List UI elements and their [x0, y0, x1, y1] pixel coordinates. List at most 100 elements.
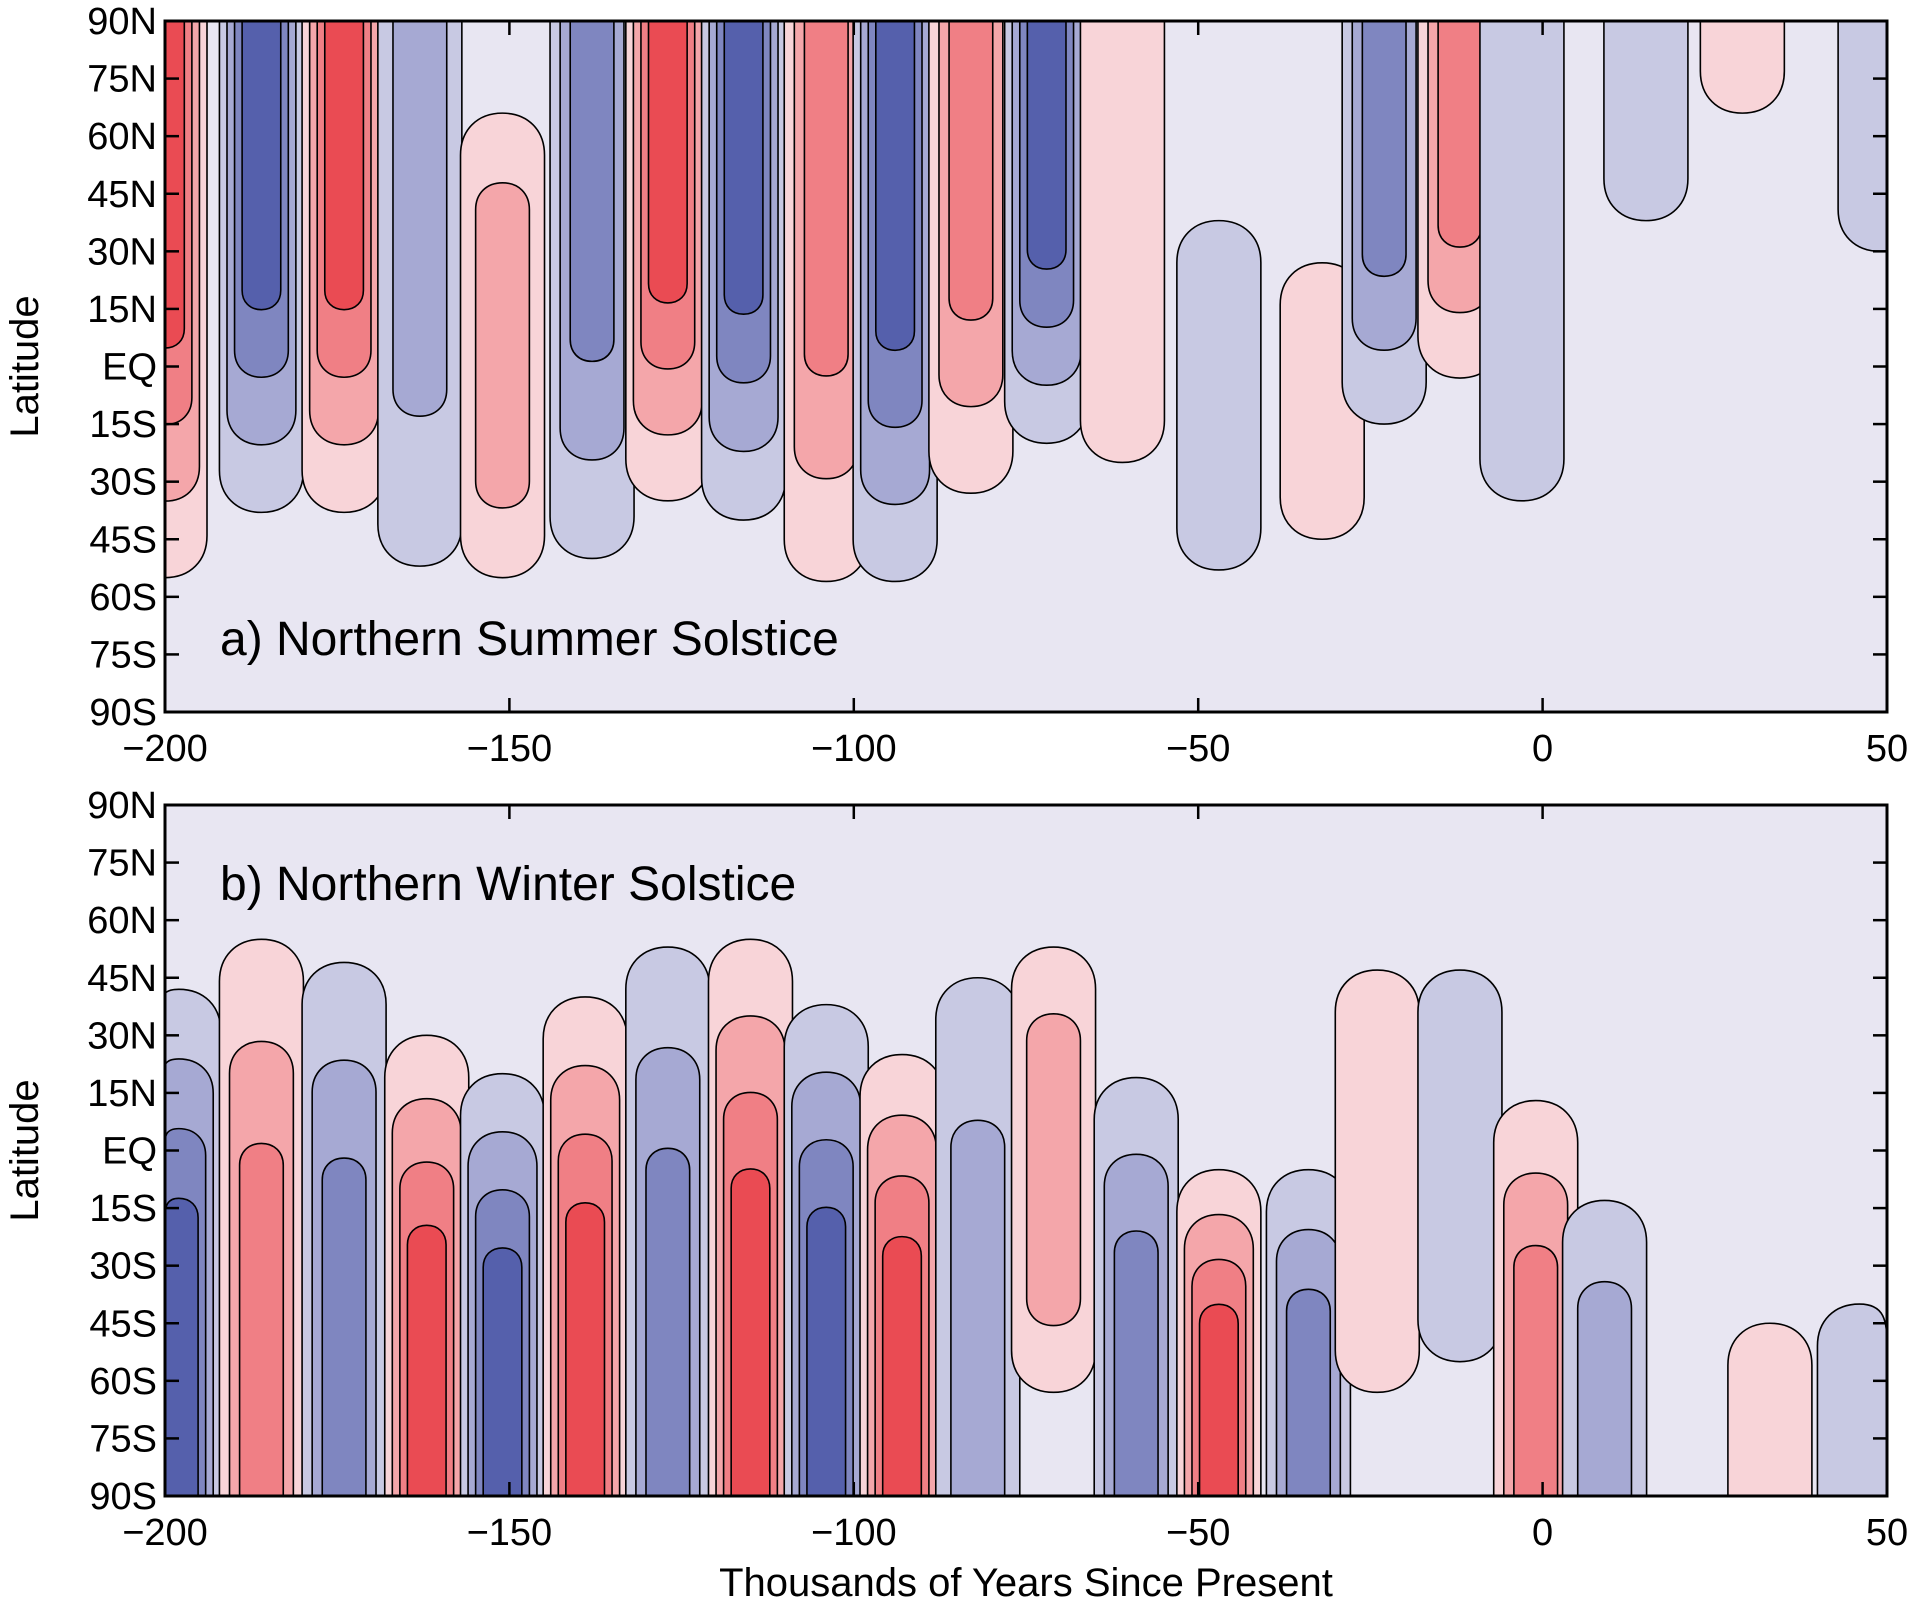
y-tick-label: 90S [89, 692, 157, 734]
y-tick-labels: 90N 75N 60N 45N 30N 15N EQ 15S 30S 45S 60S 75S 90S [87, 785, 157, 1518]
contour-lobe [459, 112, 546, 579]
contour-level [1816, 1303, 1887, 1496]
y-tick-label: 75S [89, 1418, 157, 1460]
contour-lobe [218, 938, 305, 1496]
contour-lobe [218, 21, 305, 514]
y-tick-label: 45N [87, 958, 157, 1000]
contour-level [647, 21, 688, 304]
plot-frame [163, 803, 1889, 1498]
x-tick-label: −100 [811, 728, 897, 770]
y-tick-label: 15N [87, 289, 157, 331]
contour-lobe [1176, 219, 1262, 571]
contour-level [875, 21, 916, 352]
x-tick-label: −150 [467, 728, 553, 770]
contour-lobe [1341, 21, 1427, 425]
x-tick-label: −50 [1166, 728, 1230, 770]
contour-lobe [1417, 969, 1503, 1363]
contour-lobe [1003, 21, 1090, 445]
contour-lobe [859, 1053, 945, 1496]
contour-lobes [165, 21, 1887, 583]
y-tick-label: 45N [87, 174, 157, 216]
contour-level [881, 1235, 923, 1496]
contour-level [321, 1157, 367, 1496]
y-tick-label: 30S [89, 1246, 157, 1288]
contour-lobe [1265, 1168, 1352, 1496]
x-tick-label: 50 [1866, 728, 1908, 770]
y-tick-label: 90S [89, 1476, 157, 1518]
contour-level [723, 21, 764, 315]
contour-level [165, 1197, 199, 1496]
y-tick-label: 30S [89, 462, 157, 504]
y-tick-label: 15S [89, 404, 157, 446]
contour-level [1513, 1244, 1559, 1496]
contour-level [1603, 21, 1689, 222]
contour-level [645, 1147, 691, 1496]
contour-lobe [852, 21, 938, 583]
y-tick-label: 75S [89, 634, 157, 676]
y-tick-label: 15N [87, 1073, 157, 1115]
contour-lobe [707, 938, 794, 1496]
x-tick-label: 50 [1866, 1512, 1908, 1554]
contour-level [803, 21, 849, 377]
contour-level [1699, 21, 1786, 114]
contour-lobe [165, 988, 222, 1496]
y-tick-label: 75N [87, 59, 157, 101]
x-axis-title: Thousands of Years Since Present [719, 1561, 1333, 1605]
contour-lobe [549, 21, 635, 560]
contour-level [241, 21, 282, 311]
contour-level [1026, 21, 1067, 270]
contour-lobe [1010, 946, 1097, 1394]
contour-lobe [700, 21, 787, 521]
contour-level [565, 1201, 606, 1496]
contour-level [1727, 1322, 1813, 1496]
contour-lobe [928, 21, 1014, 494]
panel-title: b) Northern Winter Solstice [220, 858, 796, 911]
y-tick-label: 60S [89, 1361, 157, 1403]
panel-a-northern-summer-solstice: 90N 75N 60N 45N 30N 15N EQ 15S 30S 45S 60S 75S 90S −… [3, 1, 1908, 770]
contour-level [1113, 1230, 1159, 1496]
contour-level [406, 1224, 447, 1496]
contour-level [1334, 969, 1421, 1394]
contour-level [950, 1119, 1006, 1496]
contour-lobe [1727, 1322, 1813, 1496]
y-axis-title: Latitude [3, 1079, 47, 1221]
x-tick-label: −200 [122, 728, 208, 770]
contour-level [238, 1142, 285, 1496]
contour-level [730, 1168, 771, 1496]
contour-lobes [165, 938, 1887, 1496]
contour-lobe [1176, 1168, 1262, 1496]
contour-level [1576, 1280, 1633, 1496]
contour-lobe [459, 1072, 546, 1496]
y-tick-label: 45S [89, 519, 157, 561]
y-axis-title: Latitude [3, 295, 47, 437]
y-tick-label: 15S [89, 1188, 157, 1230]
x-tick-label: −150 [467, 1512, 553, 1554]
contour-level [948, 21, 994, 321]
contour-level [482, 1247, 523, 1496]
panel-b-northern-winter-solstice: 90N 75N 60N 45N 30N 15N EQ 15S 30S 45S 60S 75S 90S −… [3, 785, 1908, 1605]
contour-lobe [1603, 21, 1689, 222]
x-tick-label: 0 [1532, 1512, 1553, 1554]
contour-lobe [1479, 21, 1565, 502]
y-tick-label: 60N [87, 116, 157, 158]
plot-frame [163, 19, 1889, 714]
x-tick-label: −100 [811, 1512, 897, 1554]
x-tick-label: −200 [122, 1512, 208, 1554]
y-tick-label: 30N [87, 231, 157, 273]
contour-lobe [1079, 21, 1166, 464]
contour-level [392, 21, 448, 418]
contour-level [1176, 219, 1262, 571]
contour-lobe [1561, 1199, 1648, 1496]
contour-lobe [301, 21, 387, 514]
x-tick-labels: −200 −150 −100 −50 0 50 [122, 1512, 1908, 1554]
contour-level [1198, 1303, 1239, 1496]
contour-level [1025, 1013, 1082, 1327]
contour-level [1437, 21, 1483, 248]
y-tick-label: EQ [102, 1131, 157, 1173]
y-tick-labels: 90N 75N 60N 45N 30N 15N EQ 15S 30S 45S 60S 75S 90S [87, 1, 157, 734]
contour-level [474, 182, 531, 509]
y-tick-label: 90N [87, 785, 157, 827]
x-tick-label: −50 [1166, 1512, 1230, 1554]
contour-level [1479, 21, 1565, 502]
contour-lobe [165, 21, 208, 579]
